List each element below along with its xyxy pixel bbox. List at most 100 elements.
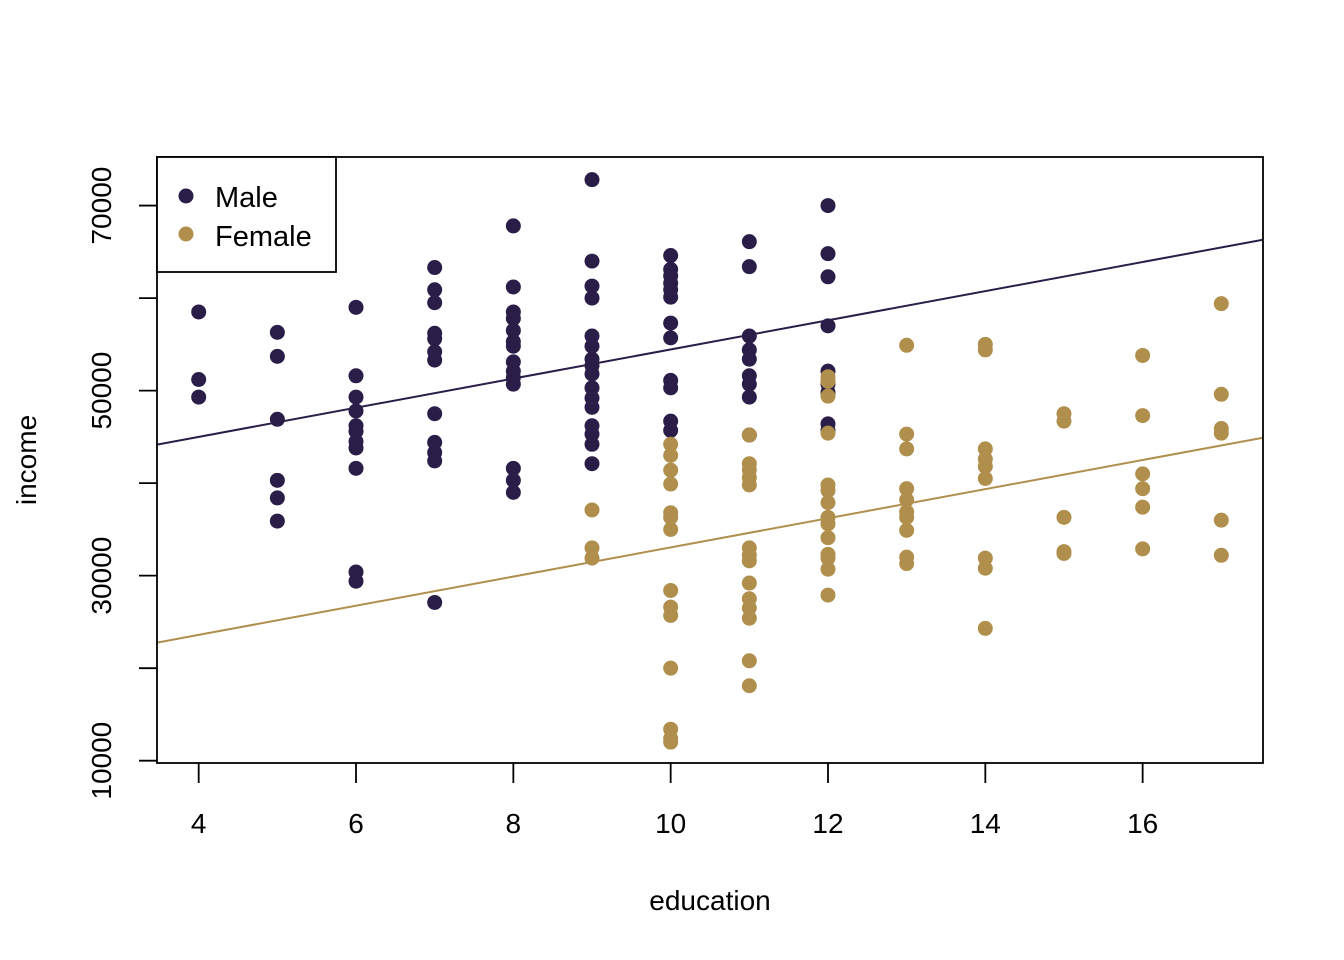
y-tick-label: 50000 bbox=[86, 352, 117, 430]
point-female bbox=[820, 561, 836, 577]
point-male bbox=[505, 322, 521, 338]
point-female bbox=[820, 483, 836, 499]
point-female bbox=[899, 337, 915, 353]
point-female bbox=[899, 509, 915, 525]
point-female bbox=[1135, 408, 1151, 424]
y-tick-label: 10000 bbox=[86, 722, 117, 800]
plot-frame bbox=[156, 156, 1264, 764]
point-male bbox=[584, 456, 600, 472]
point-male bbox=[427, 295, 443, 311]
point-female bbox=[663, 509, 679, 525]
point-female bbox=[1135, 466, 1151, 482]
point-male bbox=[348, 460, 364, 476]
point-male bbox=[584, 338, 600, 354]
point-female bbox=[584, 502, 600, 518]
point-female bbox=[820, 587, 836, 603]
point-male bbox=[269, 490, 285, 506]
point-male bbox=[741, 328, 757, 344]
point-male bbox=[269, 348, 285, 364]
point-female bbox=[663, 660, 679, 676]
point-male bbox=[741, 234, 757, 250]
point-female bbox=[899, 441, 915, 457]
point-female bbox=[977, 342, 993, 358]
point-male bbox=[663, 380, 679, 396]
point-male bbox=[191, 372, 207, 388]
point-male bbox=[741, 259, 757, 275]
point-male bbox=[584, 253, 600, 269]
point-male bbox=[820, 246, 836, 262]
y-axis-label: income bbox=[11, 415, 42, 505]
point-male bbox=[820, 198, 836, 214]
point-male bbox=[427, 282, 443, 298]
point-female bbox=[663, 734, 679, 750]
point-female bbox=[1135, 541, 1151, 557]
legend-box bbox=[156, 156, 337, 273]
point-female bbox=[1056, 545, 1072, 561]
x-tick-label: 12 bbox=[812, 808, 843, 839]
fit-line-female bbox=[157, 436, 1263, 644]
point-male bbox=[505, 218, 521, 234]
point-male bbox=[663, 330, 679, 346]
point-male bbox=[505, 338, 521, 354]
point-female bbox=[741, 678, 757, 694]
point-female bbox=[741, 477, 757, 493]
point-male bbox=[269, 513, 285, 529]
point-female bbox=[1135, 347, 1151, 363]
point-male bbox=[348, 299, 364, 315]
point-male bbox=[269, 411, 285, 427]
point-female bbox=[899, 481, 915, 497]
point-female bbox=[663, 476, 679, 492]
x-tick-label: 6 bbox=[348, 808, 364, 839]
point-female bbox=[820, 530, 836, 546]
point-male bbox=[663, 289, 679, 305]
point-female bbox=[663, 436, 679, 452]
point-female bbox=[741, 653, 757, 669]
point-male bbox=[741, 389, 757, 405]
point-female bbox=[663, 582, 679, 598]
x-tick-label: 4 bbox=[191, 808, 207, 839]
x-axis: 4 6 8 10 12 14 16 bbox=[191, 763, 1158, 839]
point-female bbox=[584, 550, 600, 566]
point-male bbox=[584, 290, 600, 306]
y-tick-label: 70000 bbox=[86, 167, 117, 245]
point-female bbox=[741, 553, 757, 569]
point-male bbox=[269, 324, 285, 340]
series-female bbox=[584, 296, 1229, 750]
point-female bbox=[820, 388, 836, 404]
point-male bbox=[820, 318, 836, 334]
point-female bbox=[663, 607, 679, 623]
legend-label-male: Male bbox=[215, 182, 278, 214]
point-male bbox=[505, 484, 521, 500]
fit-lines bbox=[157, 238, 1263, 644]
point-male bbox=[427, 406, 443, 422]
point-male bbox=[348, 368, 364, 384]
x-tick-label: 16 bbox=[1127, 808, 1158, 839]
point-female bbox=[820, 373, 836, 389]
point-male bbox=[348, 573, 364, 589]
point-female bbox=[741, 575, 757, 591]
x-axis-label: education bbox=[649, 885, 770, 916]
point-female bbox=[977, 458, 993, 474]
point-female bbox=[899, 556, 915, 572]
point-female bbox=[899, 426, 915, 442]
data-points bbox=[191, 172, 1229, 750]
point-male bbox=[663, 315, 679, 331]
point-female bbox=[1213, 512, 1229, 528]
point-female bbox=[741, 427, 757, 443]
point-female bbox=[820, 516, 836, 532]
point-male bbox=[820, 269, 836, 285]
point-female bbox=[1135, 499, 1151, 515]
fit-line-male bbox=[157, 238, 1263, 446]
point-male bbox=[427, 453, 443, 469]
legend-marker-male bbox=[178, 188, 194, 204]
point-male bbox=[663, 248, 679, 264]
point-female bbox=[1213, 386, 1229, 402]
point-male bbox=[584, 366, 600, 382]
point-male bbox=[505, 472, 521, 488]
point-male bbox=[505, 310, 521, 326]
point-female bbox=[741, 610, 757, 626]
point-male bbox=[584, 278, 600, 294]
point-female bbox=[1056, 413, 1072, 429]
point-female bbox=[1213, 547, 1229, 563]
